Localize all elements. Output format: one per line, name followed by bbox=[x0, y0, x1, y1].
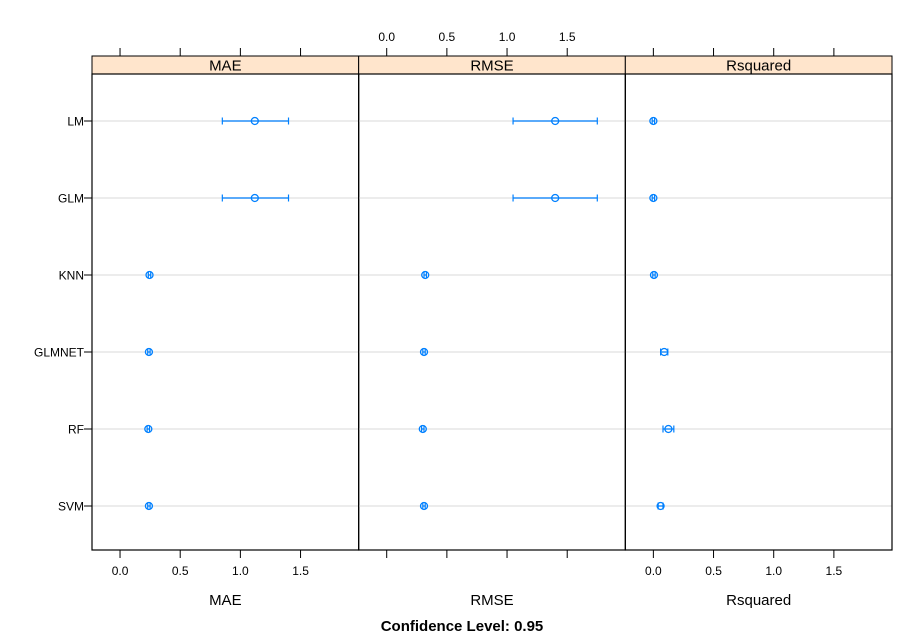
bottom-tick-label-rsquared-2: 1.0 bbox=[765, 564, 782, 578]
bottom-tick-label-mae-3: 1.5 bbox=[292, 564, 309, 578]
top-tick-label-rmse-3: 1.5 bbox=[559, 30, 576, 44]
point-rsquared-glm bbox=[649, 193, 658, 203]
point-mae-rf bbox=[144, 424, 153, 434]
point-rmse-glmnet bbox=[419, 347, 429, 357]
axis-title-mae: MAE bbox=[209, 592, 242, 609]
panel-frame-rmse bbox=[358, 73, 626, 551]
point-rmse-knn bbox=[421, 270, 430, 280]
point-mae-knn bbox=[145, 270, 154, 280]
category-label-rf: RF bbox=[68, 423, 84, 437]
bottom-tick-label-mae-2: 1.0 bbox=[232, 564, 249, 578]
strip-label-mae: MAE bbox=[209, 58, 242, 75]
point-rmse-svm bbox=[419, 501, 429, 511]
category-label-lm: LM bbox=[67, 115, 84, 129]
bottom-tick-label-rsquared-3: 1.5 bbox=[826, 564, 843, 578]
bottom-tick-label-mae-0: 0.0 bbox=[112, 564, 129, 578]
point-rmse-lm bbox=[551, 116, 560, 126]
point-rsquared-lm bbox=[649, 116, 658, 126]
point-rsquared-knn bbox=[649, 270, 659, 280]
strip-label-rmse: RMSE bbox=[470, 58, 513, 75]
point-rsquared-svm bbox=[656, 501, 665, 511]
category-label-knn: KNN bbox=[59, 269, 84, 283]
panel-frame-mae bbox=[91, 73, 360, 551]
confidence-level-label: Confidence Level: 0.95 bbox=[381, 618, 544, 635]
panel-frame-rsquared bbox=[624, 73, 893, 551]
top-tick-label-rmse-0: 0.0 bbox=[378, 30, 395, 44]
point-mae-lm bbox=[250, 116, 259, 126]
point-rsquared-glmnet bbox=[660, 347, 669, 357]
point-rsquared-rf bbox=[664, 424, 673, 434]
point-mae-glmnet bbox=[144, 347, 154, 357]
strip-label-rsquared: Rsquared bbox=[726, 58, 791, 75]
bottom-tick-label-mae-1: 0.5 bbox=[172, 564, 189, 578]
point-rmse-rf bbox=[418, 424, 427, 434]
category-label-glmnet: GLMNET bbox=[34, 346, 85, 360]
point-mae-svm bbox=[144, 501, 154, 511]
point-mae-glm bbox=[250, 193, 259, 203]
category-label-svm: SVM bbox=[58, 500, 84, 514]
axis-title-rsquared: Rsquared bbox=[726, 592, 791, 609]
bottom-tick-label-rsquared-1: 0.5 bbox=[705, 564, 722, 578]
top-tick-label-rmse-2: 1.0 bbox=[499, 30, 516, 44]
bottom-tick-label-rsquared-0: 0.0 bbox=[645, 564, 662, 578]
point-rmse-glm bbox=[551, 193, 560, 203]
top-tick-label-rmse-1: 0.5 bbox=[439, 30, 456, 44]
axis-title-rmse: RMSE bbox=[470, 592, 513, 609]
category-label-glm: GLM bbox=[58, 192, 84, 206]
